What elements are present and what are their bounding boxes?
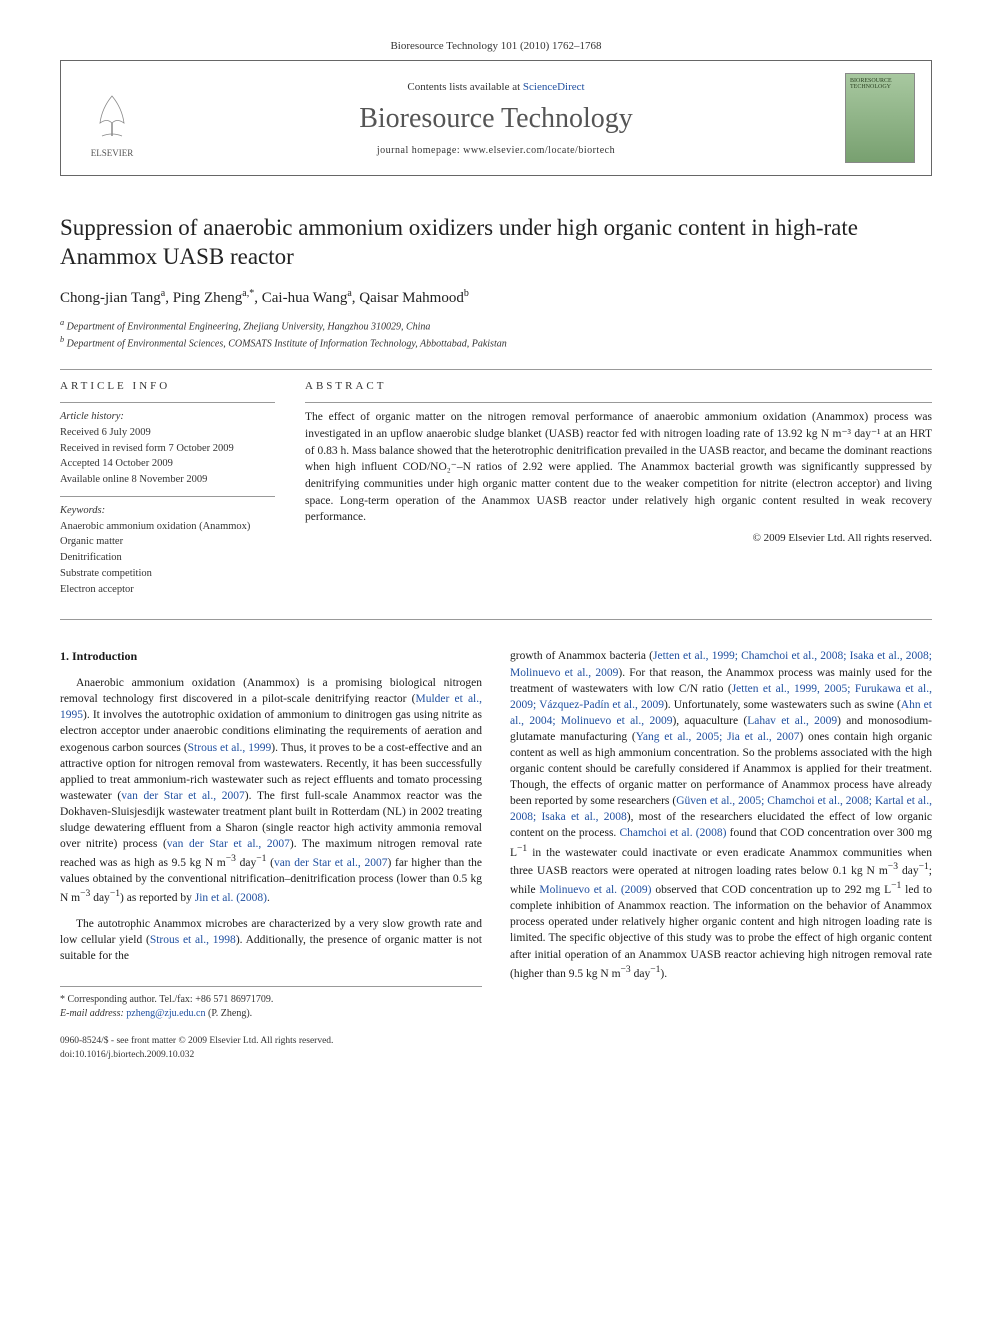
journal-title: Bioresource Technology xyxy=(147,103,845,135)
ref-vanderstar2[interactable]: van der Star et al., 2007 xyxy=(167,838,290,850)
keyword-3: Denitrification xyxy=(60,550,275,566)
info-divider-2 xyxy=(60,496,275,497)
abstract-text: The effect of organic matter on the nitr… xyxy=(305,409,932,526)
keyword-2: Organic matter xyxy=(60,534,275,550)
abstract-heading: ABSTRACT xyxy=(305,380,932,392)
journal-header-box: ELSEVIER Contents lists available at Sci… xyxy=(60,60,932,176)
author-1: Chong-jian Tang xyxy=(60,290,161,306)
ref-chamchoi[interactable]: Chamchoi et al. (2008) xyxy=(619,827,726,839)
ref-jin[interactable]: Jin et al. (2008) xyxy=(195,892,267,904)
history-label: Article history: xyxy=(60,409,275,425)
author-2: Ping Zheng xyxy=(173,290,243,306)
tree-icon xyxy=(82,88,142,148)
ref-vanderstar[interactable]: van der Star et al., 2007 xyxy=(121,790,245,802)
email-name: (P. Zheng). xyxy=(208,1008,252,1019)
authors-line: Chong-jian Tanga, Ping Zhenga,*, Cai-hua… xyxy=(60,288,932,307)
homepage-line: journal homepage: www.elsevier.com/locat… xyxy=(147,145,845,156)
publisher-name: ELSEVIER xyxy=(91,148,134,158)
revised-date: Received in revised form 7 October 2009 xyxy=(60,441,275,457)
column-right: growth of Anammox bacteria (Jetten et al… xyxy=(510,648,932,1062)
body-col1-p2: The autotrophic Anammox microbes are cha… xyxy=(60,916,482,964)
author-2-sup: a,* xyxy=(242,288,254,299)
received-date: Received 6 July 2009 xyxy=(60,425,275,441)
abstract-copyright: © 2009 Elsevier Ltd. All rights reserved… xyxy=(305,532,932,544)
ref-strous99[interactable]: Strous et al., 1999 xyxy=(188,742,272,754)
author-4: Qaisar Mahmood xyxy=(359,290,464,306)
online-date: Available online 8 November 2009 xyxy=(60,472,275,488)
homepage-prefix: journal homepage: xyxy=(377,145,463,156)
journal-reference: Bioresource Technology 101 (2010) 1762–1… xyxy=(60,40,932,52)
article-title: Suppression of anaerobic ammonium oxidiz… xyxy=(60,214,932,272)
body-col2-p1: growth of Anammox bacteria (Jetten et al… xyxy=(510,648,932,981)
author-4-sup: b xyxy=(464,288,469,299)
affiliation-b: b Department of Environmental Sciences, … xyxy=(60,334,932,351)
author-1-sup: a xyxy=(161,288,165,299)
author-3: Cai-hua Wang xyxy=(262,290,348,306)
issn-line: 0960-8524/$ - see front matter © 2009 El… xyxy=(60,1035,482,1048)
ref-mulder[interactable]: Mulder et al., 1995 xyxy=(60,693,482,721)
section-1-heading: 1. Introduction xyxy=(60,648,482,665)
author-3-sup: a xyxy=(347,288,351,299)
ref-guven[interactable]: Güven et al., 2005; Chamchoi et al., 200… xyxy=(510,795,932,823)
email-line: E-mail address: pzheng@zju.edu.cn (P. Zh… xyxy=(60,1007,482,1021)
ref-jetten05[interactable]: Jetten et al., 1999, 2005; Furukawa et a… xyxy=(510,683,932,711)
affiliation-a: a Department of Environmental Engineerin… xyxy=(60,317,932,334)
accepted-date: Accepted 14 October 2009 xyxy=(60,456,275,472)
keywords-label: Keywords: xyxy=(60,505,105,516)
article-info-column: ARTICLE INFO Article history: Received 6… xyxy=(60,380,275,597)
body-col1-p1: Anaerobic ammonium oxidation (Anammox) i… xyxy=(60,675,482,906)
ref-jetten99[interactable]: Jetten et al., 1999; Chamchoi et al., 20… xyxy=(510,650,932,678)
keyword-4: Substrate competition xyxy=(60,566,275,582)
corresponding-author-footer: * Corresponding author. Tel./fax: +86 57… xyxy=(60,986,482,1021)
ref-strous98[interactable]: Strous et al., 1998 xyxy=(150,934,236,946)
elsevier-logo: ELSEVIER xyxy=(77,78,147,158)
body-columns: 1. Introduction Anaerobic ammonium oxida… xyxy=(60,648,932,1062)
contents-prefix: Contents lists available at xyxy=(407,81,522,93)
ref-lahav[interactable]: Lahav et al., 2009 xyxy=(747,715,837,727)
article-info-heading: ARTICLE INFO xyxy=(60,380,275,392)
keywords-block: Keywords: Anaerobic ammonium oxidation (… xyxy=(60,503,275,598)
article-history: Article history: Received 6 July 2009 Re… xyxy=(60,409,275,488)
abstract-column: ABSTRACT The effect of organic matter on… xyxy=(305,380,932,597)
keyword-5: Electron acceptor xyxy=(60,582,275,598)
keyword-1: Anaerobic ammonium oxidation (Anammox) xyxy=(60,519,275,535)
column-left: 1. Introduction Anaerobic ammonium oxida… xyxy=(60,648,482,1062)
ref-molinuevo[interactable]: Molinuevo et al. (2009) xyxy=(539,884,651,896)
divider-2 xyxy=(60,619,932,620)
contents-line: Contents lists available at ScienceDirec… xyxy=(147,81,845,93)
doi-line: doi:10.1016/j.biortech.2009.10.032 xyxy=(60,1049,482,1062)
doi-block: 0960-8524/$ - see front matter © 2009 El… xyxy=(60,1035,482,1062)
corresponding-note: * Corresponding author. Tel./fax: +86 57… xyxy=(60,993,482,1007)
ref-vanderstar3[interactable]: van der Star et al., 2007 xyxy=(274,857,388,869)
homepage-url: www.elsevier.com/locate/biortech xyxy=(463,145,615,156)
sciencedirect-link[interactable]: ScienceDirect xyxy=(523,81,585,93)
corresponding-email-link[interactable]: pzheng@zju.edu.cn xyxy=(126,1008,205,1019)
email-label: E-mail address: xyxy=(60,1008,124,1019)
info-divider xyxy=(60,402,275,403)
affiliations: a Department of Environmental Engineerin… xyxy=(60,317,932,352)
cover-text: BIORESOURCE TECHNOLOGY xyxy=(850,78,910,90)
abstract-divider xyxy=(305,402,932,403)
ref-yang[interactable]: Yang et al., 2005; Jia et al., 2007 xyxy=(636,731,800,743)
divider xyxy=(60,369,932,370)
journal-cover-thumbnail: BIORESOURCE TECHNOLOGY xyxy=(845,73,915,163)
